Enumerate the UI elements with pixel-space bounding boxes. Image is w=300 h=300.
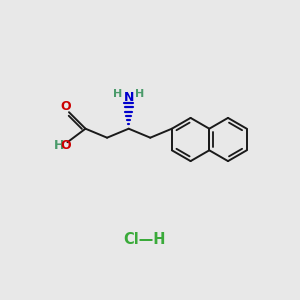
Text: N: N [124, 91, 134, 104]
Text: H: H [113, 89, 122, 100]
Text: H: H [54, 139, 64, 152]
Text: O: O [60, 139, 71, 152]
Text: Cl—H: Cl—H [123, 232, 165, 247]
Text: O: O [60, 100, 71, 113]
Text: H: H [136, 89, 145, 100]
